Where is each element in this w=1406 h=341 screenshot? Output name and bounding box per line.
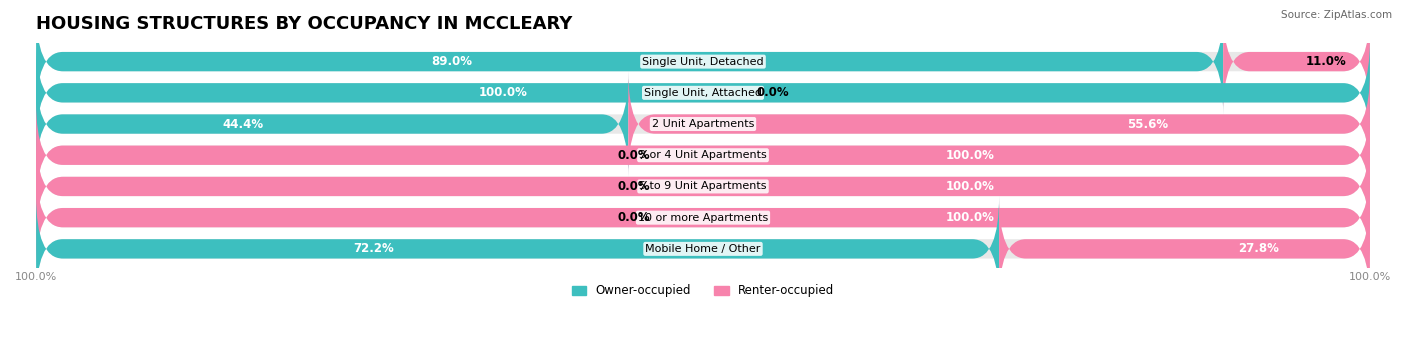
- FancyBboxPatch shape: [628, 71, 1369, 177]
- FancyBboxPatch shape: [37, 134, 1369, 239]
- Legend: Owner-occupied, Renter-occupied: Owner-occupied, Renter-occupied: [567, 280, 839, 302]
- Text: Single Unit, Attached: Single Unit, Attached: [644, 88, 762, 98]
- Text: Single Unit, Detached: Single Unit, Detached: [643, 57, 763, 66]
- Text: 55.6%: 55.6%: [1126, 118, 1168, 131]
- Text: 27.8%: 27.8%: [1239, 242, 1279, 255]
- Text: 2 Unit Apartments: 2 Unit Apartments: [652, 119, 754, 129]
- Text: 0.0%: 0.0%: [756, 86, 789, 99]
- Text: 0.0%: 0.0%: [617, 211, 650, 224]
- FancyBboxPatch shape: [1000, 196, 1369, 301]
- Text: 89.0%: 89.0%: [432, 55, 472, 68]
- FancyBboxPatch shape: [37, 9, 1223, 114]
- Text: 100.0%: 100.0%: [945, 149, 994, 162]
- FancyBboxPatch shape: [37, 71, 1369, 177]
- Text: Source: ZipAtlas.com: Source: ZipAtlas.com: [1281, 10, 1392, 20]
- Text: 72.2%: 72.2%: [353, 242, 394, 255]
- FancyBboxPatch shape: [37, 103, 1369, 208]
- Text: 11.0%: 11.0%: [1306, 55, 1346, 68]
- Text: 100.0%: 100.0%: [478, 86, 527, 99]
- Text: 5 to 9 Unit Apartments: 5 to 9 Unit Apartments: [640, 181, 766, 191]
- FancyBboxPatch shape: [37, 165, 1369, 270]
- Text: 0.0%: 0.0%: [617, 180, 650, 193]
- FancyBboxPatch shape: [37, 71, 628, 177]
- Text: 0.0%: 0.0%: [617, 149, 650, 162]
- Text: Mobile Home / Other: Mobile Home / Other: [645, 244, 761, 254]
- FancyBboxPatch shape: [37, 165, 1369, 270]
- FancyBboxPatch shape: [37, 40, 1369, 146]
- FancyBboxPatch shape: [1223, 9, 1369, 114]
- FancyBboxPatch shape: [37, 196, 1369, 301]
- Text: 100.0%: 100.0%: [945, 211, 994, 224]
- Text: HOUSING STRUCTURES BY OCCUPANCY IN MCCLEARY: HOUSING STRUCTURES BY OCCUPANCY IN MCCLE…: [37, 15, 572, 33]
- Text: 100.0%: 100.0%: [945, 180, 994, 193]
- FancyBboxPatch shape: [37, 196, 1000, 301]
- FancyBboxPatch shape: [37, 134, 1369, 239]
- FancyBboxPatch shape: [37, 103, 1369, 208]
- FancyBboxPatch shape: [37, 9, 1369, 114]
- Text: 10 or more Apartments: 10 or more Apartments: [638, 213, 768, 223]
- Text: 44.4%: 44.4%: [222, 118, 264, 131]
- Text: 3 or 4 Unit Apartments: 3 or 4 Unit Apartments: [640, 150, 766, 160]
- FancyBboxPatch shape: [37, 40, 1369, 146]
